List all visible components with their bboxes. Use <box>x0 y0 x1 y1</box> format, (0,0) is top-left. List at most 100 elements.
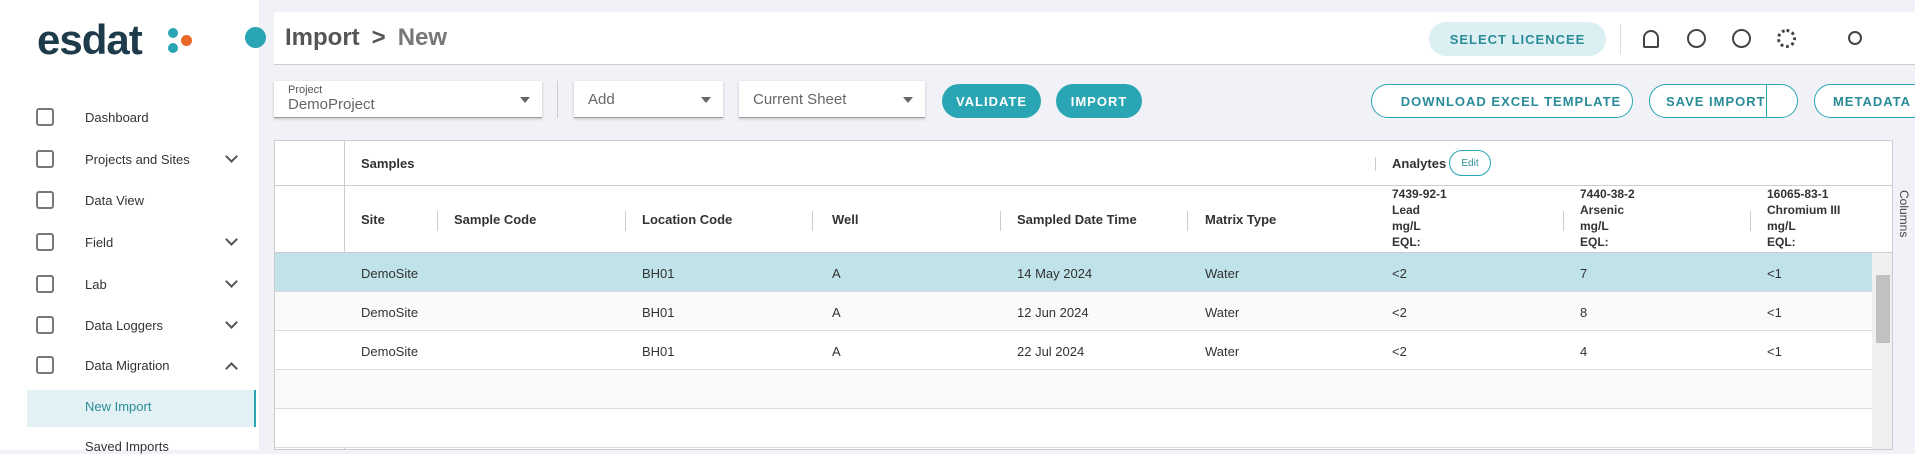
nav-item[interactable]: Lab <box>85 277 107 292</box>
table-cell: 7 <box>1580 266 1588 281</box>
save-import-button[interactable]: SAVE IMPORT <box>1649 84 1798 118</box>
column-separator <box>1750 211 1751 231</box>
metadata-button[interactable]: METADATA <box>1814 84 1915 118</box>
logo-dot <box>168 28 178 38</box>
analyte-header: 7440-38-2 <box>1580 187 1635 201</box>
nav-icon <box>36 150 54 168</box>
sidebar <box>0 0 259 450</box>
validate-button[interactable]: VALIDATE <box>942 84 1041 118</box>
table-row <box>275 370 1872 409</box>
divider <box>557 81 558 118</box>
info-icon[interactable] <box>1732 29 1751 48</box>
column-header[interactable]: Well <box>832 212 859 227</box>
table-cell: <2 <box>1392 305 1407 320</box>
logo: esdat <box>37 16 143 63</box>
divider <box>1620 24 1621 54</box>
collapse-button[interactable] <box>245 27 266 48</box>
project-value: DemoProject <box>288 96 375 113</box>
column-separator <box>812 211 813 231</box>
analyte-header: mg/L <box>1580 219 1609 233</box>
table-row <box>275 409 1872 448</box>
table-cell: 14 May 2024 <box>1017 266 1093 281</box>
add-select[interactable]: Add <box>574 81 723 118</box>
breadcrumb: Import > New <box>285 24 447 52</box>
table-cell: <1 <box>1767 305 1782 320</box>
table-cell: A <box>832 344 841 359</box>
subtitle: New <box>397 24 448 51</box>
table-cell: <2 <box>1392 344 1407 359</box>
table-cell: 22 Jul 2024 <box>1017 344 1085 359</box>
group-header: Analytes <box>1392 156 1447 171</box>
logo-dot <box>168 43 178 53</box>
table-cell: <2 <box>1392 266 1407 281</box>
analyte-header: Chromium III <box>1767 203 1841 217</box>
column-header[interactable]: Location Code <box>642 212 733 227</box>
table-cell: BH01 <box>642 305 675 320</box>
nav-item[interactable]: Data Loggers <box>85 318 164 333</box>
nav-active-bg <box>27 390 256 427</box>
nav-icon <box>36 191 54 209</box>
group-separator <box>1375 157 1376 171</box>
analyte-header: EQL: <box>1392 235 1421 249</box>
nav-item[interactable]: Dashboard <box>85 110 149 125</box>
column-header[interactable]: Sampled Date Time <box>1017 212 1137 227</box>
help-icon[interactable] <box>1687 29 1706 48</box>
header-line <box>275 252 1892 253</box>
settings-icon[interactable] <box>1777 29 1796 48</box>
table-row <box>275 331 1872 370</box>
header-line <box>275 185 1892 186</box>
nav-item[interactable]: Projects and Sites <box>85 152 190 167</box>
nav-icon <box>36 233 54 251</box>
table-cell: A <box>832 305 841 320</box>
analyte-header: Lead <box>1392 203 1421 217</box>
table-cell: BH01 <box>642 266 675 281</box>
table-cell: DemoSite <box>361 344 419 359</box>
table: Samples Analytes Edit Site Sample Code Locati… <box>274 140 1893 450</box>
nav-item[interactable]: Data Migration <box>85 358 170 373</box>
table-cell: <1 <box>1767 266 1782 281</box>
sheet-label: Current Sheet <box>753 90 847 108</box>
columns-toggle[interactable]: Columns <box>1897 190 1911 238</box>
nav-icon <box>36 275 54 293</box>
theme-icon[interactable] <box>1848 31 1862 45</box>
project-select[interactable]: Project DemoProject <box>274 81 542 118</box>
scrollbar-thumb[interactable] <box>1876 275 1890 343</box>
analyte-header: Arsenic <box>1580 203 1625 217</box>
nav-icon <box>36 356 54 374</box>
nav-item[interactable]: Saved Imports <box>85 439 169 454</box>
column-separator <box>437 211 438 231</box>
analyte-header: 7439-92-1 <box>1392 187 1447 201</box>
column-header[interactable]: Matrix Type <box>1205 212 1277 227</box>
column-header[interactable]: Site <box>361 212 385 227</box>
project-label: Project <box>288 84 323 96</box>
table-cell: 8 <box>1580 305 1588 320</box>
table-row <box>275 292 1872 331</box>
add-label: Add <box>588 90 615 108</box>
table-row <box>275 253 1872 292</box>
nav-icon <box>36 316 54 334</box>
title[interactable]: Import <box>285 24 360 51</box>
divider <box>1766 84 1767 118</box>
notifications-icon[interactable] <box>1643 30 1659 48</box>
edit-button[interactable]: Edit <box>1449 150 1491 176</box>
column-separator <box>625 211 626 231</box>
separator: > <box>371 24 386 51</box>
logo-dot <box>181 35 192 46</box>
select-licencee[interactable]: SELECT LICENCEE <box>1429 22 1606 56</box>
import-button[interactable]: IMPORT <box>1056 84 1142 118</box>
download-template-button[interactable]: DOWNLOAD EXCEL TEMPLATE <box>1371 84 1633 118</box>
table-cell: DemoSite <box>361 266 419 281</box>
nav-icon <box>36 108 54 126</box>
column-header[interactable]: Sample Code <box>454 212 537 227</box>
nav-item[interactable]: Data View <box>85 193 145 208</box>
table-cell: Water <box>1205 305 1240 320</box>
table-cell: BH01 <box>642 344 675 359</box>
nav-item[interactable]: Field <box>85 235 114 250</box>
sheet-select[interactable]: Current Sheet <box>739 81 925 118</box>
table-cell: A <box>832 266 841 281</box>
column-separator <box>1563 211 1564 231</box>
nav-item[interactable]: New Import <box>85 399 152 414</box>
table-cell: 4 <box>1580 344 1588 359</box>
analyte-header: mg/L <box>1392 219 1421 233</box>
